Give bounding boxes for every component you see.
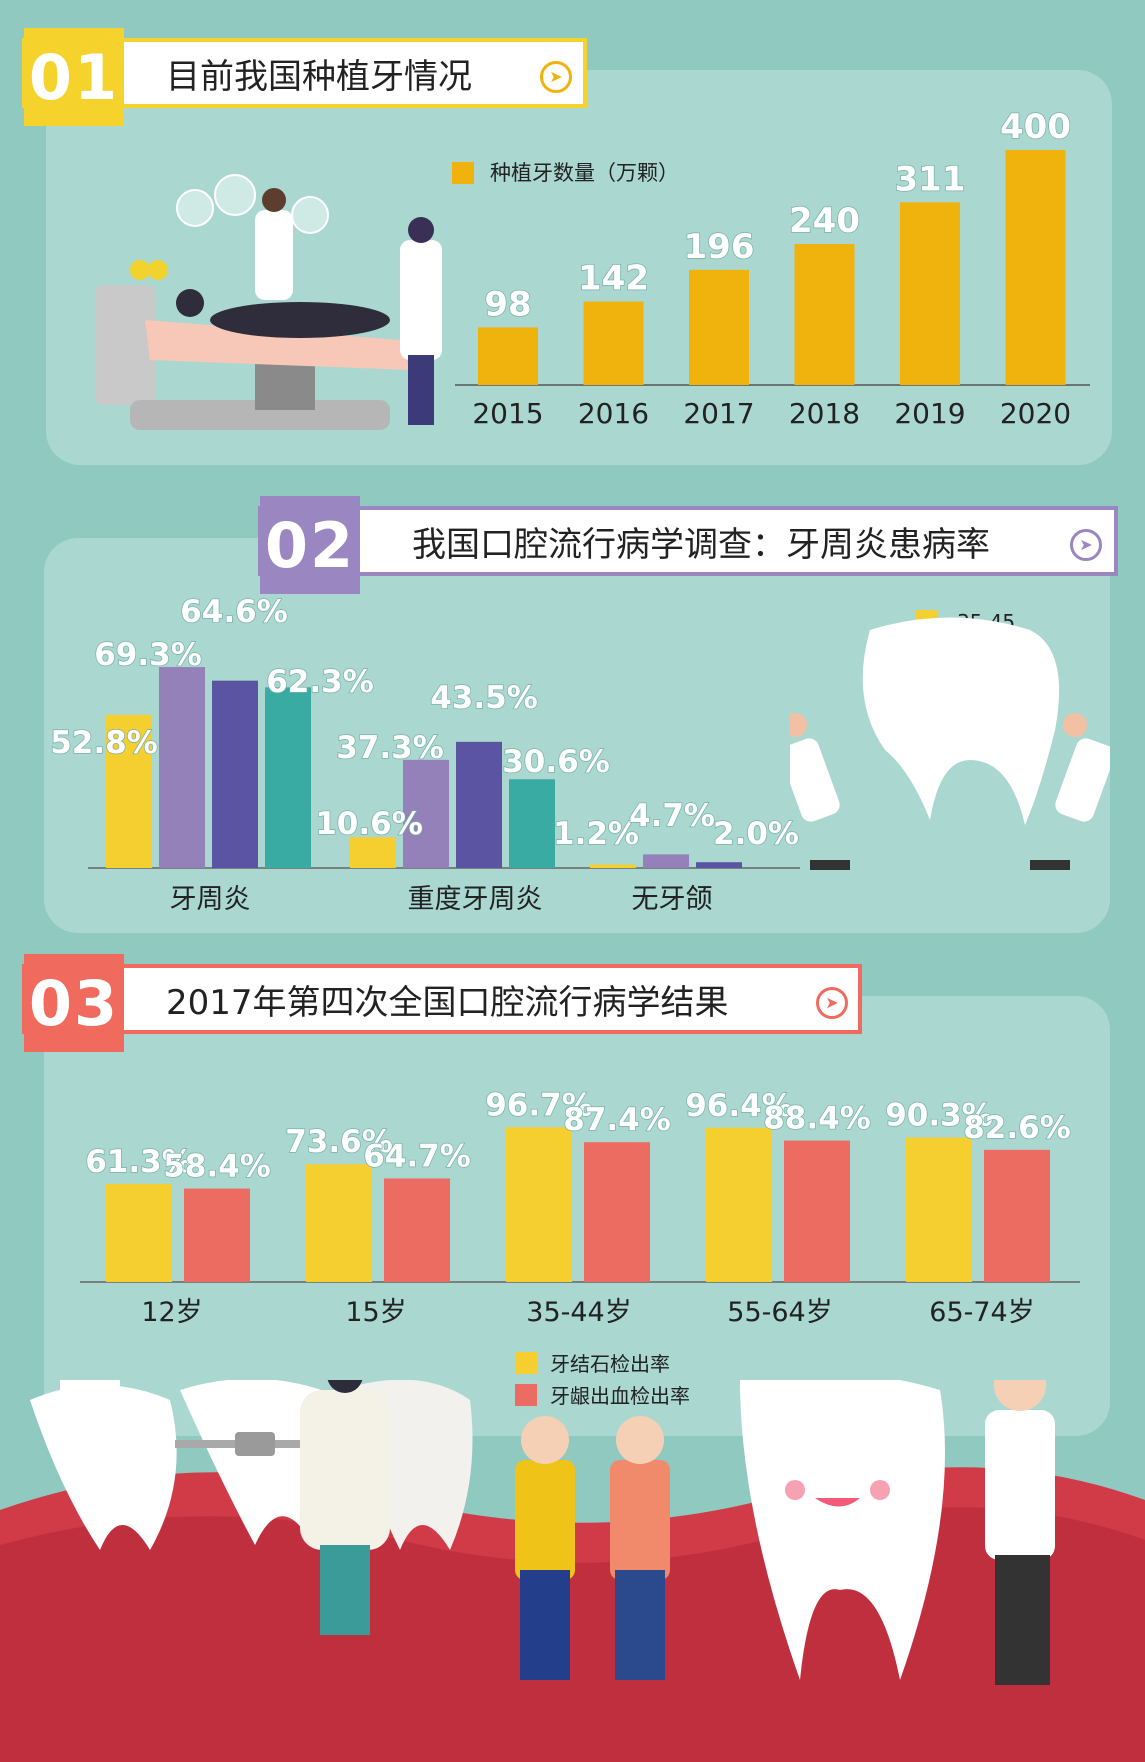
dentist-scene-illustration (95, 174, 442, 430)
data-label: 96.4% (685, 1088, 793, 1124)
data-label: 37.3% (336, 730, 444, 766)
bar (456, 741, 502, 868)
bar (306, 1164, 372, 1282)
chevron-right-icon[interactable]: ➤ (540, 61, 572, 93)
legend-label: 种植牙数量（万颗） (490, 161, 679, 185)
data-label: 43.5% (430, 680, 538, 716)
tick-label: 55-64岁 (727, 1297, 832, 1328)
tick-label: 牙周炎 (170, 884, 251, 915)
legend-swatch (515, 1352, 537, 1374)
tick-label: 重度牙周炎 (408, 884, 543, 915)
bar (696, 862, 742, 868)
tick-label: 65-74岁 (929, 1297, 1034, 1328)
data-label: 1.2% (553, 816, 639, 852)
gums-teeth-illustration (0, 1380, 1145, 1762)
data-label: 69.3% (94, 637, 202, 673)
bar (265, 687, 311, 868)
chevron-right-icon[interactable]: ➤ (816, 987, 848, 1019)
data-label: 52.8% (50, 725, 158, 761)
bar (583, 301, 644, 385)
tick-label: 2019 (894, 397, 965, 430)
data-label: 142 (578, 259, 649, 299)
tick-label: 2016 (578, 397, 649, 430)
data-label: 58.4% (163, 1149, 271, 1185)
chevron-right-icon[interactable]: ➤ (1070, 529, 1102, 561)
section-number-02: 02 (260, 496, 360, 594)
bar (706, 1127, 772, 1282)
bar (590, 864, 636, 868)
bar (1005, 150, 1066, 385)
tick-label: 12岁 (141, 1297, 202, 1328)
bar (506, 1127, 572, 1282)
legend-label: 牙结石检出率 (550, 1352, 670, 1376)
data-label: 64.6% (180, 594, 288, 630)
tick-label: 2018 (789, 397, 860, 430)
bar (794, 244, 855, 385)
tick-label: 2015 (472, 397, 543, 430)
data-label: 10.6% (315, 806, 423, 842)
data-label: 196 (684, 227, 755, 267)
legend-label: 牙龈出血检出率 (550, 1384, 690, 1408)
section-title-01: 目前我国种植牙情况 (166, 57, 472, 97)
bar (350, 837, 396, 868)
bar (159, 667, 205, 868)
oral-survey-results-chart: 61.3%58.4% 12岁 73.6%64.7% 15岁 96.7%87.4% 35-4… (80, 1087, 1080, 1408)
section-header-02: 02 我国口腔流行病学调查：牙周炎患病率 ➤ (258, 496, 1118, 594)
section-title-03: 2017年第四次全国口腔流行病学结果 (166, 983, 729, 1023)
section-title-02: 我国口腔流行病学调查：牙周炎患病率 (412, 525, 990, 565)
data-label: 82.6% (963, 1110, 1071, 1146)
bar (403, 759, 449, 868)
section-number-03: 03 (24, 954, 124, 1052)
bar (106, 714, 152, 868)
bar (900, 202, 960, 385)
bar (984, 1149, 1050, 1282)
data-label: 4.7% (629, 798, 715, 834)
bar (106, 1183, 172, 1282)
bar (906, 1137, 972, 1282)
section-header-01: 01 目前我国种植牙情况 ➤ (22, 28, 587, 126)
bar (584, 1142, 650, 1282)
section-number-01: 01 (24, 28, 124, 126)
bar (384, 1178, 450, 1282)
tick-label: 2020 (1000, 397, 1071, 430)
periodontitis-chart: 牙周炎 重度牙周炎 无牙颌 52.8% 10.6% 1.2% 69.3% 37.3% 4.7% 6… (49, 593, 1015, 915)
tooth-doctors-illustration (790, 617, 1110, 870)
data-label: 30.6% (502, 744, 610, 780)
data-label: 2.0% (713, 816, 799, 852)
implant-chart: 种植牙数量（万颗） 98 2015 142 2016 196 2017 240 2018 311 2… (452, 106, 1090, 430)
bar (184, 1188, 250, 1282)
data-label: 62.3% (266, 664, 374, 700)
data-label: 311 (895, 159, 966, 199)
legend-swatch (515, 1384, 537, 1406)
bar (784, 1140, 850, 1282)
bar (643, 854, 689, 868)
section-header-03: 03 2017年第四次全国口腔流行病学结果 ➤ (22, 954, 862, 1052)
bar (478, 327, 538, 385)
data-label: 61.3% (85, 1144, 193, 1180)
tick-label: 15岁 (345, 1297, 406, 1328)
data-label: 64.7% (363, 1138, 471, 1174)
data-label: 87.4% (563, 1102, 671, 1138)
legend-swatch (452, 162, 474, 184)
data-label: 88.4% (763, 1101, 871, 1137)
tick-label: 无牙颌 (632, 884, 713, 915)
tick-label: 2017 (683, 397, 754, 430)
data-label: 400 (1000, 107, 1071, 147)
data-label: 96.7% (485, 1087, 593, 1123)
tick-label: 35-44岁 (526, 1297, 631, 1328)
data-label: 98 (484, 284, 531, 324)
bar (212, 680, 258, 868)
data-label: 90.3% (885, 1098, 993, 1134)
bar (509, 779, 555, 868)
data-label: 240 (789, 201, 860, 241)
bar (689, 269, 749, 385)
data-label: 73.6% (285, 1124, 393, 1160)
